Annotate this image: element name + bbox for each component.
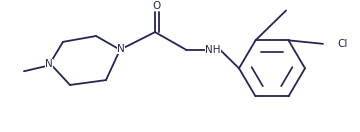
Text: NH: NH (205, 45, 221, 55)
Text: O: O (153, 1, 161, 11)
Text: N: N (117, 44, 125, 54)
Text: N: N (45, 59, 53, 69)
Text: Cl: Cl (337, 39, 347, 49)
